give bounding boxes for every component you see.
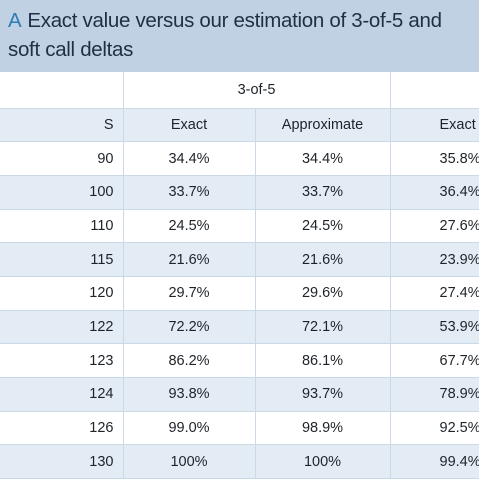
cell-approximate: 34.4% <box>255 141 391 176</box>
cell-approximate: 29.6% <box>255 276 391 311</box>
cell-approximate: 33.7% <box>255 175 391 210</box>
cell-approximate: 21.6% <box>255 242 391 277</box>
title-text-1: Exact value versus our estimation of 3-o… <box>27 9 442 32</box>
cell-approximate: 86.1% <box>255 343 391 378</box>
cell-exact-2: 78.9% <box>390 377 479 412</box>
cell-exact-2: 23.9% <box>390 242 479 277</box>
cell-exact: 99.0% <box>123 411 256 446</box>
cell-approximate: 93.7% <box>255 377 391 412</box>
group-header-empty <box>0 72 124 109</box>
cell-approximate: 72.1% <box>255 310 391 345</box>
cell-s: 130 <box>0 444 124 479</box>
delta-table: 3-of-5 S Exact Approximate Exact 90 34.4%… <box>0 72 479 479</box>
cell-exact: 93.8% <box>123 377 256 412</box>
cell-s: 124 <box>0 377 124 412</box>
cell-s: 110 <box>0 209 124 244</box>
cell-exact: 29.7% <box>123 276 256 311</box>
table-row: 100 33.7% 33.7% 36.4% <box>0 175 479 210</box>
cell-approximate: 24.5% <box>255 209 391 244</box>
group-header-row: 3-of-5 <box>0 72 479 109</box>
column-header-s: S <box>0 108 124 143</box>
title-line-1: A Exact value versus our estimation of 3-… <box>8 6 479 35</box>
cell-exact-2: 67.7% <box>390 343 479 378</box>
cell-s: 100 <box>0 175 124 210</box>
cell-exact-2: 35.8% <box>390 141 479 176</box>
title-line-2: soft call deltas <box>8 35 479 64</box>
cell-s: 115 <box>0 242 124 277</box>
cell-s: 123 <box>0 343 124 378</box>
table-row: 120 29.7% 29.6% 27.4% <box>0 276 479 311</box>
table-row: 124 93.8% 93.7% 78.9% <box>0 377 479 412</box>
group-header-3-of-5: 3-of-5 <box>123 72 391 109</box>
cell-s: 120 <box>0 276 124 311</box>
table-row: 123 86.2% 86.1% 67.7% <box>0 343 479 378</box>
table-row: 130 100% 100% 99.4% <box>0 444 479 479</box>
panel-letter: A <box>8 9 22 32</box>
cell-exact-2: 53.9% <box>390 310 479 345</box>
group-header-next <box>390 72 479 109</box>
table-wrap: 3-of-5 S Exact Approximate Exact 90 34.4%… <box>0 72 479 479</box>
column-header-exact: Exact <box>123 108 256 143</box>
column-header-exact-2: Exact <box>390 108 479 143</box>
title-text-2: soft call deltas <box>8 38 134 61</box>
cell-s: 122 <box>0 310 124 345</box>
cell-approximate: 98.9% <box>255 411 391 446</box>
cell-approximate: 100% <box>255 444 391 479</box>
cell-exact: 86.2% <box>123 343 256 378</box>
cell-s: 126 <box>0 411 124 446</box>
cell-s: 90 <box>0 141 124 176</box>
table-row: 110 24.5% 24.5% 27.6% <box>0 209 479 244</box>
column-header-row: S Exact Approximate Exact <box>0 108 479 143</box>
cell-exact-2: 36.4% <box>390 175 479 210</box>
title-bar: A Exact value versus our estimation of 3-… <box>0 0 479 72</box>
cell-exact-2: 27.4% <box>390 276 479 311</box>
cell-exact-2: 99.4% <box>390 444 479 479</box>
table-row: 115 21.6% 21.6% 23.9% <box>0 242 479 277</box>
cell-exact: 24.5% <box>123 209 256 244</box>
cell-exact-2: 27.6% <box>390 209 479 244</box>
cell-exact: 21.6% <box>123 242 256 277</box>
table-row: 90 34.4% 34.4% 35.8% <box>0 141 479 176</box>
column-header-approximate: Approximate <box>255 108 391 143</box>
cell-exact: 34.4% <box>123 141 256 176</box>
table-row: 122 72.2% 72.1% 53.9% <box>0 310 479 345</box>
cell-exact: 72.2% <box>123 310 256 345</box>
cell-exact: 100% <box>123 444 256 479</box>
table-row: 126 99.0% 98.9% 92.5% <box>0 411 479 446</box>
cell-exact: 33.7% <box>123 175 256 210</box>
cell-exact-2: 92.5% <box>390 411 479 446</box>
